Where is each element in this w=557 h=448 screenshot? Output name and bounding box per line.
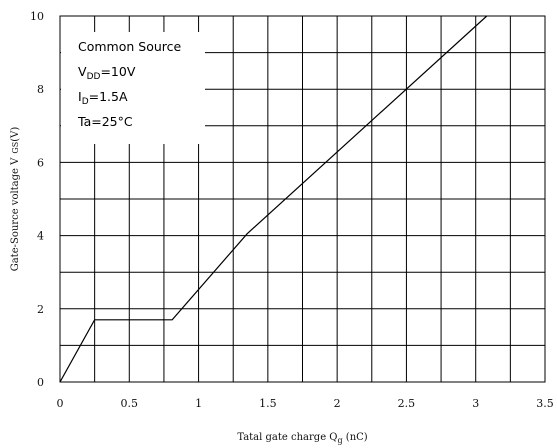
x-tick-label: 2 <box>334 397 341 410</box>
y-tick-label: 0 <box>37 376 44 389</box>
y-tick-label: 2 <box>37 303 44 316</box>
x-tick-labels: 0 0.5 1 1.5 2 2.5 3 3.5 <box>57 397 554 410</box>
legend-background <box>61 32 205 144</box>
y-tick-label: 8 <box>37 83 44 96</box>
legend-line-rest: =10V <box>100 64 135 79</box>
x-axis-title: Tatal gate charge Qg (nC) <box>237 432 367 445</box>
legend-line: Common Source <box>78 39 182 54</box>
legend-line-rest: =1.5A <box>89 89 128 104</box>
series-line-0 <box>59 15 488 383</box>
legend-line-rest: °C <box>118 114 133 129</box>
x-axis-title-sub: g <box>337 436 342 445</box>
y-axis-title: Gate-Source voltage V GS(V) <box>10 127 21 272</box>
x-tick-label: 1 <box>195 397 202 410</box>
x-tick-label: 1.5 <box>259 397 277 410</box>
legend-line-main: Ta=25 <box>77 114 118 129</box>
x-tick-label: 3.5 <box>536 397 554 410</box>
grid <box>60 16 545 382</box>
legend-line-main: Common Source <box>78 39 182 54</box>
legend-line: VDD=10V <box>78 64 136 82</box>
x-tick-label: 3 <box>472 397 479 410</box>
legend-line: Ta=25°C <box>77 114 133 129</box>
x-tick-label: 2.5 <box>398 397 416 410</box>
legend-line-sub: D <box>82 97 89 107</box>
legend-box: Common Source VDD=10V ID=1.5A Ta=25°C <box>61 32 205 144</box>
legend-line-sub: DD <box>87 72 101 82</box>
plot-frame <box>59 15 546 383</box>
y-axis-title-sub: GS <box>11 142 20 154</box>
legend-line: ID=1.5A <box>78 89 128 107</box>
x-axis-title-main: Tatal gate charge Q <box>237 432 337 443</box>
y-tick-label: 4 <box>37 230 44 243</box>
y-tick-labels: 0 2 4 6 8 10 <box>30 10 44 389</box>
legend-line-main: I <box>78 89 82 104</box>
legend-line-main: V <box>78 64 87 79</box>
series-layer <box>59 15 488 383</box>
x-tick-label: 0 <box>57 397 64 410</box>
x-axis-title-unit: (nC) <box>343 432 368 443</box>
y-tick-label: 6 <box>37 156 44 169</box>
y-axis-title-unit: (V) <box>10 127 21 142</box>
x-tick-label: 0.5 <box>121 397 139 410</box>
y-tick-label: 10 <box>30 10 44 23</box>
y-axis-title-main: Gate-Source voltage V <box>10 157 21 271</box>
